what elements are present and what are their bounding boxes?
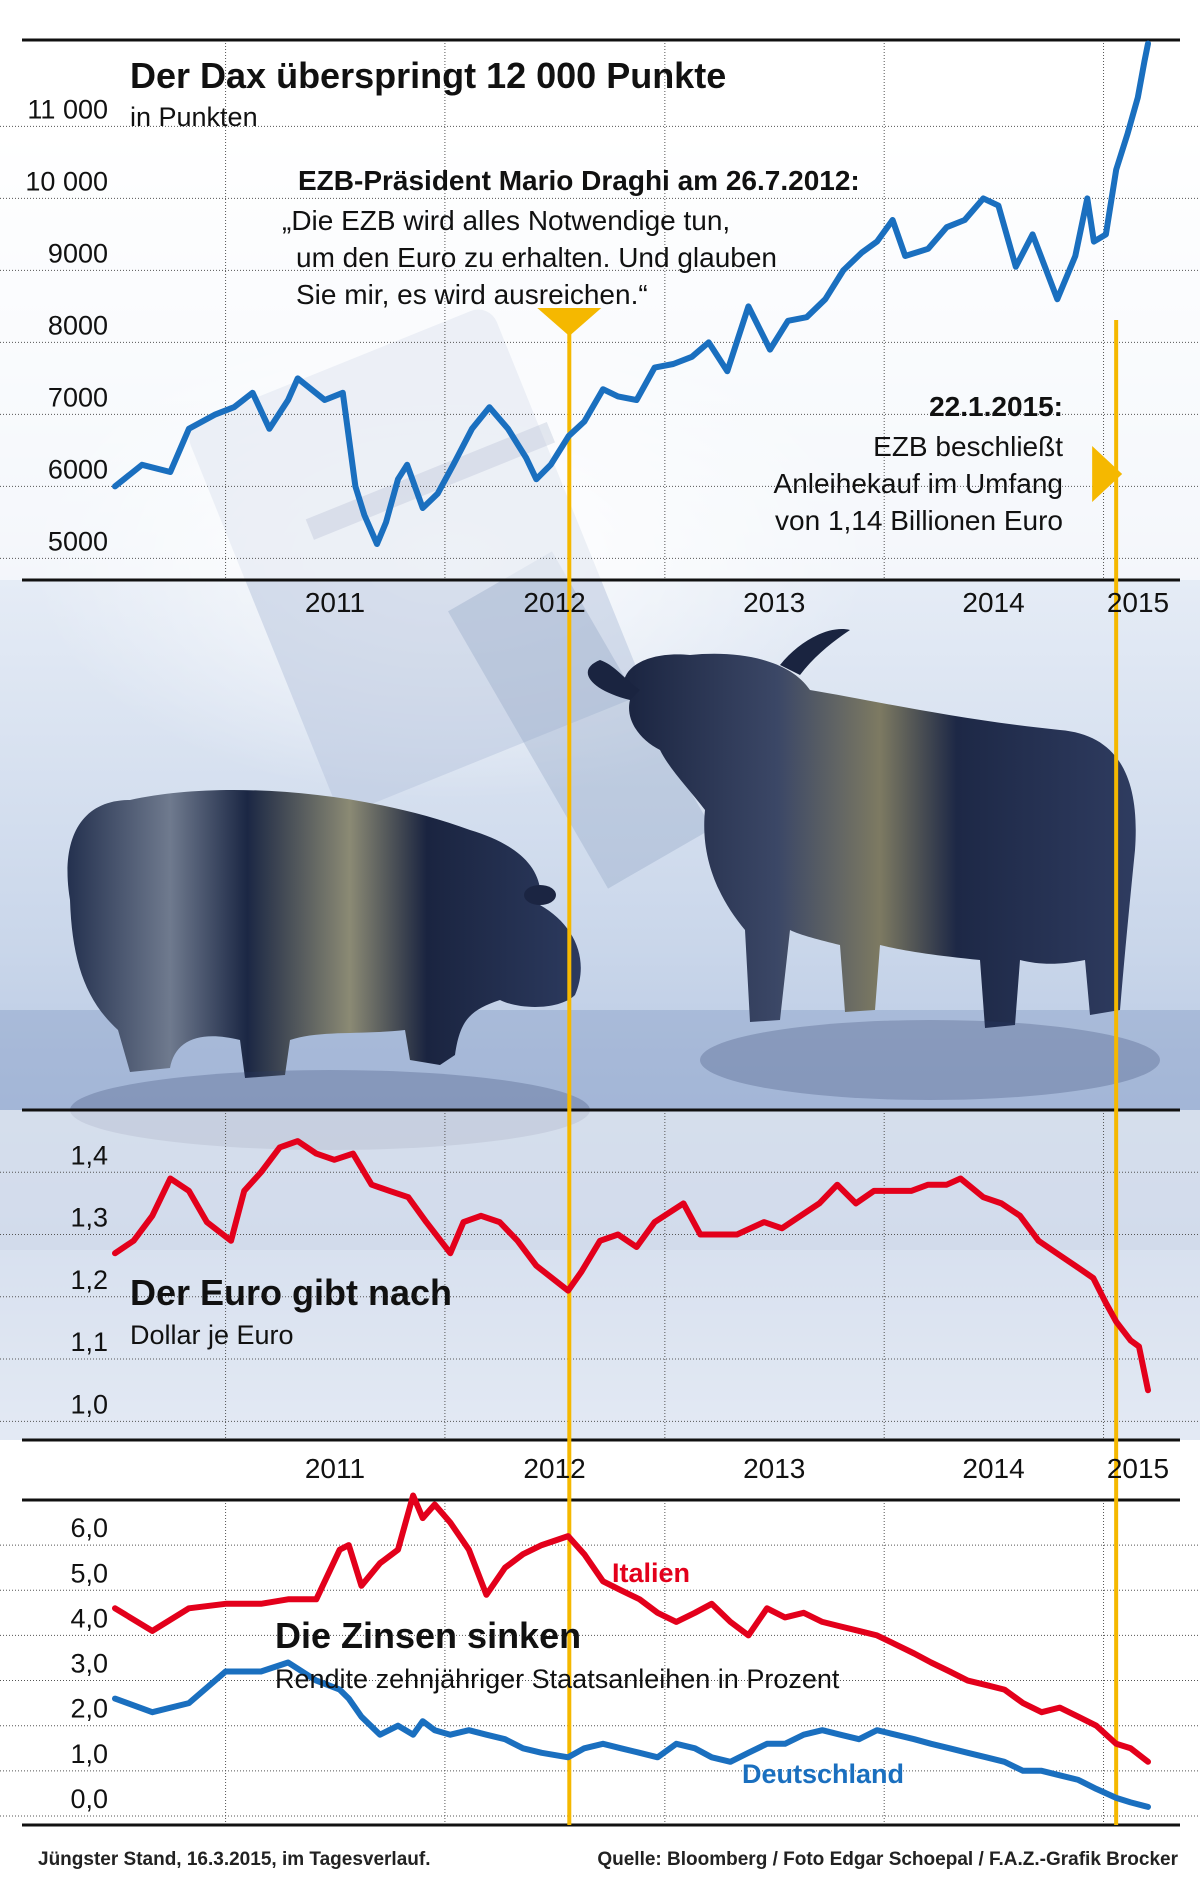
- y-tick-label: 9000: [48, 238, 108, 268]
- draghi-quote-line: um den Euro zu erhalten. Und glauben: [296, 242, 777, 273]
- y-tick-label: 7000: [48, 382, 108, 412]
- x-tick-label: 2011: [305, 587, 365, 618]
- y-tick-label: 1,3: [70, 1203, 108, 1233]
- y-tick-label: 4,0: [70, 1603, 108, 1633]
- rates-chart-subtitle: Rendite zehnjähriger Staatsanleihen in P…: [275, 1664, 840, 1694]
- series-label-italien: Italien: [612, 1558, 690, 1588]
- y-tick-label: 1,0: [70, 1739, 108, 1769]
- footer-source: Quelle: Bloomberg / Foto Edgar Schoepal …: [597, 1849, 1178, 1870]
- dax-panel-fade: [0, 120, 1200, 580]
- ecb-annotation-line: Anleihekauf im Umfang: [774, 468, 1063, 499]
- y-tick-label: 6,0: [70, 1513, 108, 1543]
- ecb-annotation-line: EZB beschließt: [873, 431, 1063, 462]
- series-line: [112, 40, 1151, 547]
- x-tick-label: 2012: [523, 587, 585, 618]
- y-tick-label: 3,0: [70, 1649, 108, 1679]
- y-tick-label: 6000: [48, 454, 108, 484]
- x-tick-label: 2013: [743, 1453, 805, 1484]
- x-tick-label: 2014: [962, 1453, 1024, 1484]
- x-tick-label: 2015: [1107, 587, 1169, 618]
- rates-panel-bg: [0, 1440, 1200, 1887]
- euro-chart-subtitle: Dollar je Euro: [130, 1320, 294, 1350]
- x-tick-label: 2014: [962, 587, 1024, 618]
- y-tick-label: 2,0: [70, 1694, 108, 1724]
- y-tick-label: 1,1: [70, 1327, 108, 1357]
- dax-chart-title: Der Dax überspringt 12 000 Punkte: [130, 55, 726, 96]
- y-tick-label: 5000: [48, 526, 108, 556]
- draghi-quote-line: „Die EZB wird alles Notwendige tun,: [282, 205, 730, 236]
- y-tick-label: 8000: [48, 310, 108, 340]
- x-tick-label: 2011: [305, 1453, 365, 1484]
- rates-chart-title: Die Zinsen sinken: [275, 1615, 581, 1656]
- series-line: [112, 1659, 1151, 1810]
- draghi-quote-line: Sie mir, es wird ausreichen.“: [296, 279, 648, 310]
- ecb-annotation-date: 22.1.2015:: [929, 391, 1063, 422]
- series-label-deutschland: Deutschland: [742, 1759, 904, 1789]
- y-tick-label: 10 000: [25, 166, 108, 196]
- series-line: [112, 1492, 1151, 1765]
- y-tick-label: 5,0: [70, 1558, 108, 1588]
- x-tick-label: 2012: [523, 1453, 585, 1484]
- dax-chart-subtitle: in Punkten: [130, 102, 258, 132]
- y-tick-label: 0,0: [70, 1784, 108, 1814]
- bear-figure: [67, 790, 581, 1078]
- y-tick-label: 1,0: [70, 1389, 108, 1419]
- x-tick-label: 2015: [1107, 1453, 1169, 1484]
- ecb-annotation-line: von 1,14 Billionen Euro: [775, 505, 1063, 536]
- dax-panel-bg: [0, 0, 1200, 120]
- series-line: [112, 1138, 1151, 1394]
- y-tick-label: 1,2: [70, 1265, 108, 1295]
- draghi-annotation-title: EZB-Präsident Mario Draghi am 26.7.2012:: [298, 165, 860, 196]
- bull-figure: [587, 629, 1136, 1028]
- y-tick-label: 1,4: [70, 1140, 108, 1170]
- x-tick-label: 2013: [743, 587, 805, 618]
- draghi-marker-arrow: [537, 308, 602, 336]
- euro-panel-fade: [0, 1110, 1200, 1440]
- footer-note: Jüngster Stand, 16.3.2015, im Tagesverla…: [38, 1849, 431, 1870]
- ecb-marker-arrow: [1092, 446, 1123, 502]
- euro-chart-title: Der Euro gibt nach: [130, 1272, 452, 1313]
- y-tick-label: 11 000: [27, 94, 108, 124]
